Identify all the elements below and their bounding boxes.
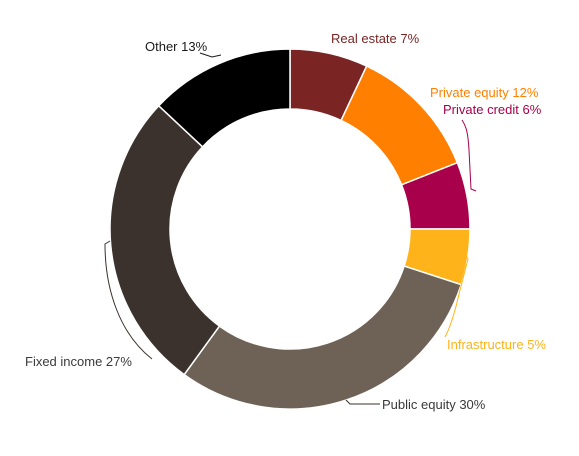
callout-fixed-income	[104, 240, 153, 360]
label-fixed-income: Fixed income 27%	[25, 354, 132, 369]
callout-infrastructure	[444, 254, 469, 338]
label-private-credit: Private credit 6%	[443, 102, 542, 117]
donut-slices	[109, 48, 471, 410]
label-infrastructure: Infrastructure 5%	[447, 337, 546, 352]
label-real-estate: Real estate 7%	[331, 31, 420, 46]
callout-other	[199, 52, 222, 58]
callout-private-credit	[461, 119, 477, 192]
slice-callouts	[104, 52, 477, 405]
label-public-equity: Public equity 30%	[382, 397, 486, 412]
slice-private-equity	[340, 65, 459, 186]
label-private-equity: Private equity 12%	[430, 85, 539, 100]
label-other: Other 13%	[145, 39, 208, 54]
slice-public-equity	[183, 265, 463, 410]
callout-public-equity	[345, 399, 380, 405]
slice-labels: Real estate 7% Private equity 12% Private …	[25, 31, 546, 412]
slice-fixed-income	[109, 104, 221, 376]
slice-other	[157, 48, 291, 148]
